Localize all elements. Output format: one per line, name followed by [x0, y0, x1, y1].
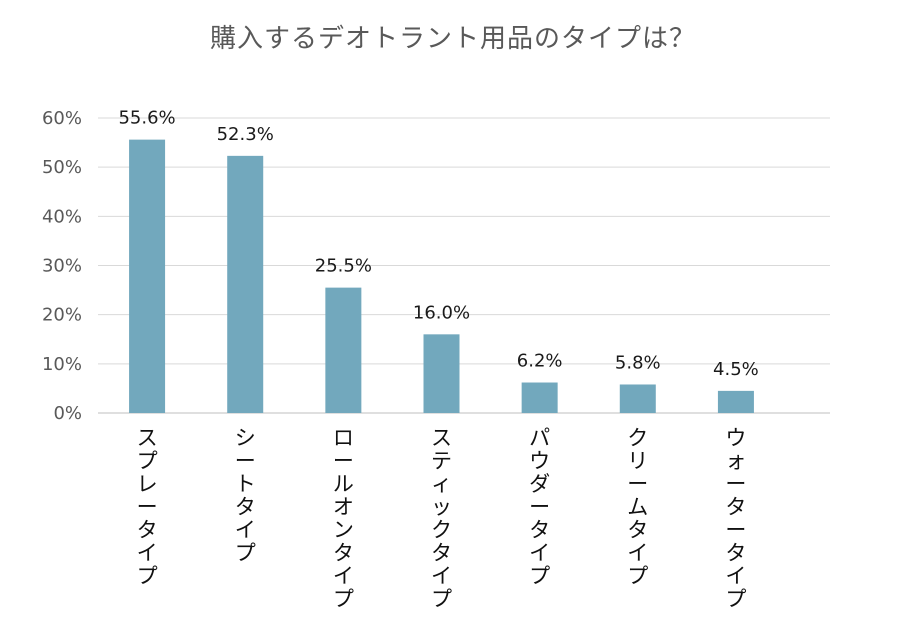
- data-label: 25.5%: [315, 256, 372, 277]
- data-label: 16.0%: [413, 302, 470, 323]
- category-label: パウダータイプ: [529, 426, 550, 588]
- data-label: 6.2%: [517, 351, 563, 372]
- bar: [717, 390, 754, 413]
- y-tick-label: 30%: [42, 256, 82, 277]
- category-label: ロールオンタイプ: [333, 426, 354, 611]
- bar: [325, 287, 362, 413]
- y-tick-label: 20%: [42, 305, 82, 326]
- chart-title: 購入するデオトラント用品のタイプは？: [209, 24, 696, 54]
- y-tick-label: 40%: [42, 206, 82, 227]
- category-label: シートタイプ: [235, 426, 256, 565]
- data-label: 4.5%: [713, 359, 759, 380]
- y-tick-label: 50%: [42, 157, 82, 178]
- bar: [423, 334, 460, 413]
- bar: [129, 139, 166, 413]
- data-label: 55.6%: [118, 108, 175, 129]
- category-label: スプレータイプ: [137, 426, 158, 588]
- category-label: クリームタイプ: [627, 426, 648, 588]
- category-label: スティックタイプ: [431, 426, 452, 611]
- data-label: 5.8%: [615, 352, 661, 373]
- bar: [227, 155, 264, 413]
- bar: [521, 382, 558, 413]
- y-tick-label: 0%: [53, 403, 82, 424]
- data-label: 52.3%: [217, 124, 274, 145]
- category-label: ウォータータイプ: [725, 426, 746, 611]
- y-tick-label: 60%: [42, 108, 82, 129]
- y-tick-label: 10%: [42, 354, 82, 375]
- bar: [619, 384, 656, 413]
